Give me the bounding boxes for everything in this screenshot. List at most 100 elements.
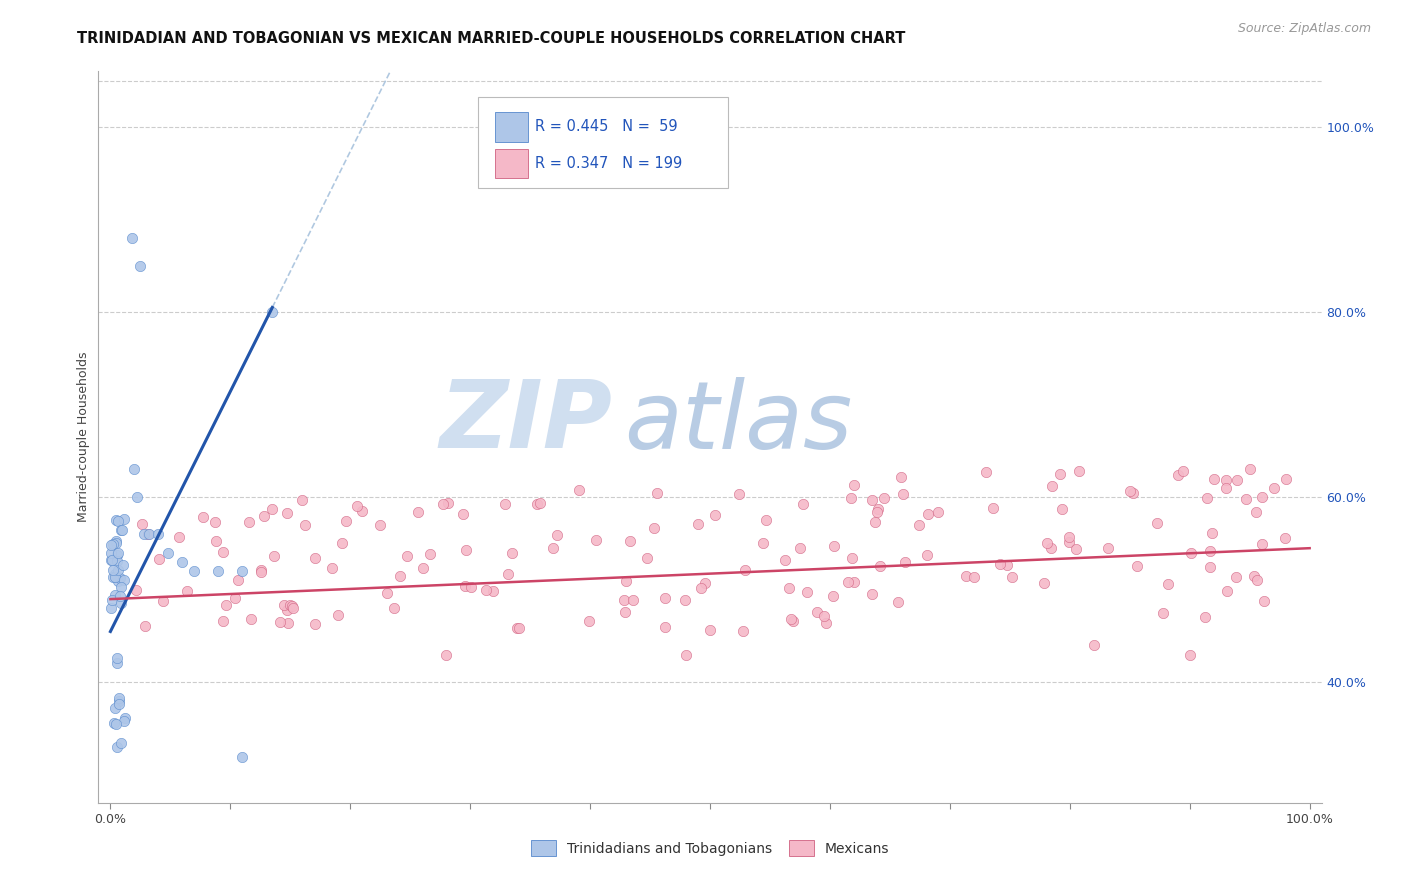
- Point: [1040, 479, 1063, 493]
- Point: [111, 558, 134, 572]
- Point: [346, 500, 368, 514]
- Point: [205, 533, 228, 548]
- Point: [974, 465, 997, 479]
- Point: [1173, 464, 1195, 478]
- Point: [412, 561, 434, 575]
- Point: [191, 510, 214, 524]
- Point: [703, 508, 725, 522]
- Text: TRINIDADIAN AND TOBAGONIAN VS MEXICAN MARRIED-COUPLE HOUSEHOLDS CORRELATION CHAR: TRINIDADIAN AND TOBAGONIAN VS MEXICAN MA…: [77, 31, 905, 46]
- Point: [132, 527, 155, 541]
- Point: [124, 462, 146, 476]
- Point: [107, 563, 129, 577]
- Point: [1097, 541, 1119, 555]
- Point: [1033, 575, 1056, 590]
- Point: [1050, 501, 1073, 516]
- Point: [1036, 536, 1059, 550]
- Point: [686, 517, 709, 532]
- Point: [276, 603, 298, 617]
- Point: [101, 537, 124, 551]
- Point: [806, 606, 828, 620]
- Point: [873, 491, 896, 505]
- Point: [250, 565, 273, 579]
- Point: [111, 524, 134, 538]
- Point: [240, 612, 263, 626]
- FancyBboxPatch shape: [495, 149, 527, 178]
- Point: [568, 483, 591, 498]
- Point: [894, 555, 917, 569]
- Point: [104, 534, 127, 549]
- Point: [821, 589, 844, 603]
- Point: [105, 554, 128, 568]
- Point: [321, 560, 343, 574]
- Point: [699, 623, 721, 637]
- Point: [211, 545, 233, 559]
- Point: [280, 598, 302, 612]
- Point: [224, 591, 246, 605]
- Point: [136, 526, 159, 541]
- Point: [167, 530, 190, 544]
- Point: [917, 507, 939, 521]
- Point: [432, 497, 454, 511]
- Point: [395, 549, 418, 563]
- Point: [1064, 542, 1087, 557]
- Point: [263, 549, 285, 563]
- Point: [1274, 531, 1296, 545]
- Point: [778, 581, 800, 595]
- Point: [782, 614, 804, 628]
- Point: [121, 231, 143, 245]
- Point: [893, 487, 915, 501]
- Point: [990, 558, 1012, 572]
- Point: [619, 533, 641, 548]
- Point: [506, 621, 529, 635]
- Point: [231, 749, 253, 764]
- Point: [963, 570, 986, 584]
- Point: [148, 552, 170, 566]
- Point: [328, 607, 350, 622]
- Point: [955, 569, 977, 583]
- Point: [434, 648, 457, 662]
- Point: [382, 601, 405, 615]
- Text: Source: ZipAtlas.com: Source: ZipAtlas.com: [1237, 22, 1371, 36]
- Point: [585, 533, 607, 548]
- Point: [451, 507, 474, 521]
- Point: [869, 558, 891, 573]
- Point: [100, 553, 122, 567]
- Point: [1180, 546, 1202, 560]
- Point: [104, 535, 127, 549]
- Point: [1250, 490, 1272, 504]
- Point: [842, 478, 865, 492]
- Point: [330, 536, 353, 550]
- Point: [129, 259, 152, 273]
- Point: [156, 546, 179, 560]
- Point: [1167, 467, 1189, 482]
- Point: [866, 505, 889, 519]
- Point: [1239, 462, 1261, 476]
- Point: [1216, 584, 1239, 599]
- Point: [104, 570, 127, 584]
- Point: [543, 541, 565, 555]
- Point: [796, 585, 818, 599]
- Point: [100, 546, 122, 560]
- FancyBboxPatch shape: [478, 97, 728, 188]
- Point: [212, 614, 235, 628]
- Point: [868, 501, 890, 516]
- Point: [841, 491, 863, 505]
- Point: [1215, 473, 1237, 487]
- Point: [107, 547, 129, 561]
- Point: [107, 574, 129, 588]
- Point: [734, 563, 756, 577]
- Point: [526, 497, 548, 511]
- Point: [104, 588, 127, 602]
- Point: [114, 711, 136, 725]
- Point: [100, 538, 122, 552]
- Point: [643, 520, 665, 534]
- Point: [887, 594, 910, 608]
- Point: [1194, 610, 1216, 624]
- Point: [863, 515, 886, 529]
- Point: [125, 583, 148, 598]
- Point: [733, 624, 755, 638]
- Point: [291, 493, 314, 508]
- Point: [110, 597, 132, 611]
- Point: [238, 515, 260, 529]
- Point: [890, 470, 912, 484]
